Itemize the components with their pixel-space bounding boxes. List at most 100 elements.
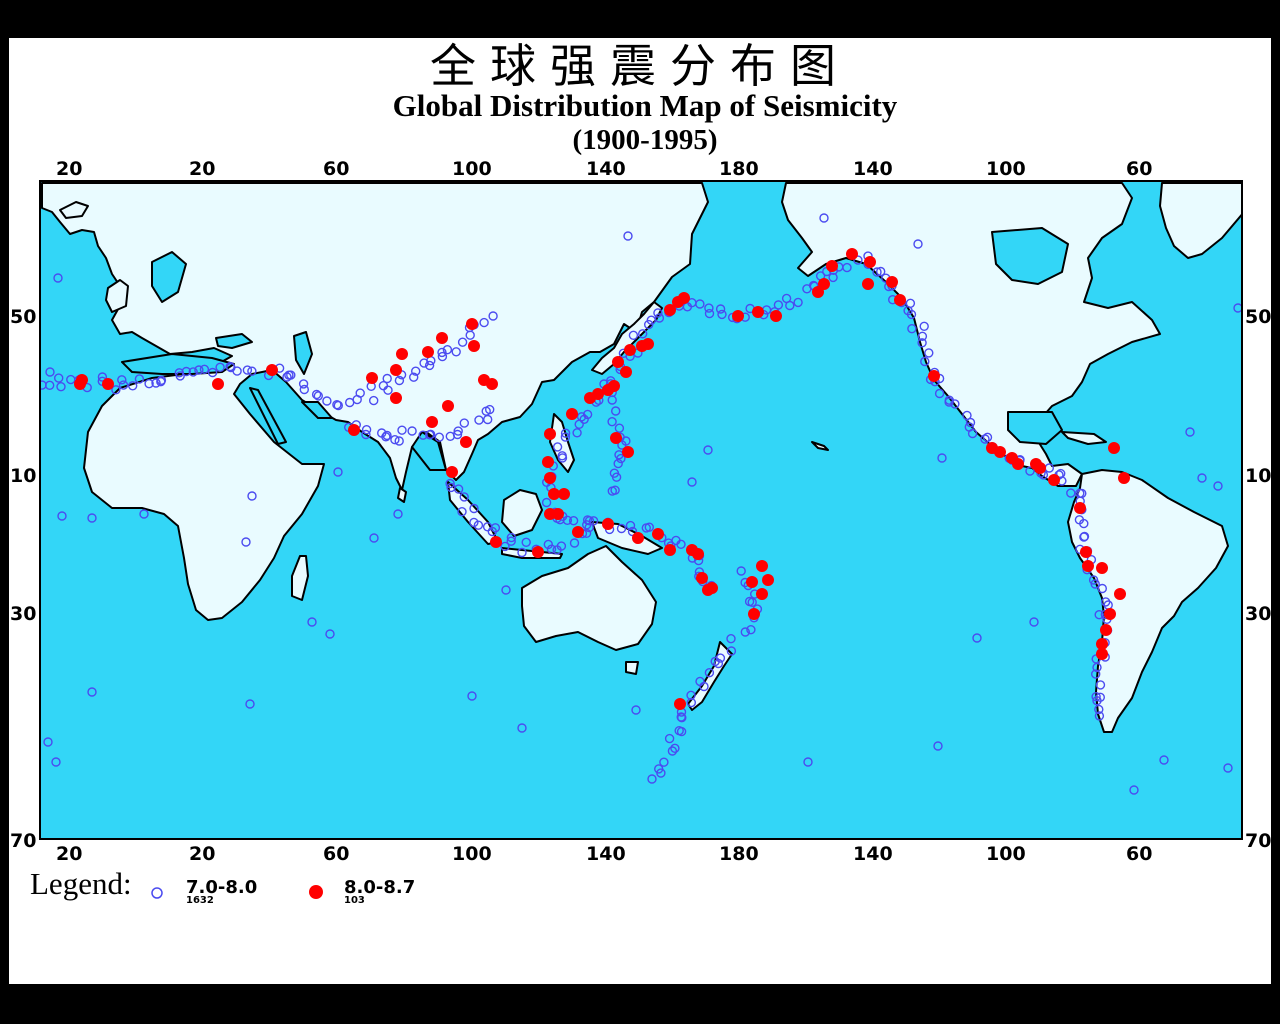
- title-chinese: 全球强震分布图: [430, 39, 850, 93]
- major-quake-marker: [548, 488, 560, 500]
- minor-quake-marker: [383, 385, 393, 395]
- minor-quake-marker: [487, 526, 497, 537]
- minor-quake-marker: [676, 712, 686, 722]
- minor-quake-marker: [541, 497, 552, 508]
- water-bodies: [121, 227, 1069, 471]
- minor-quake-marker: [1092, 696, 1102, 706]
- minor-quake-marker: [641, 523, 651, 533]
- minor-quake-marker: [111, 385, 121, 395]
- minor-quake-marker: [194, 365, 204, 375]
- baltic-sea: [151, 251, 187, 303]
- minor-quake-marker: [361, 425, 372, 435]
- minor-quake-marker: [653, 308, 663, 318]
- major-quake-marker: [542, 456, 554, 468]
- major-quake-marker: [624, 344, 636, 356]
- minor-quake-marker: [699, 681, 709, 692]
- title-english: Global Distribution Map of Seismicity: [392, 88, 898, 123]
- major-quake-marker: [602, 518, 614, 530]
- minor-quake-marker: [611, 406, 621, 416]
- major-quake-marker: [396, 348, 408, 360]
- minor-quake-marker: [1129, 785, 1139, 795]
- minor-quake-marker: [451, 347, 461, 357]
- left-tick: 70: [10, 830, 37, 852]
- landmass-australia: [521, 545, 657, 651]
- minor-quake-marker: [715, 304, 726, 314]
- minor-quake-marker: [352, 394, 362, 405]
- major-quake-marker: [642, 338, 654, 350]
- minor-quake-marker: [225, 361, 235, 372]
- minor-quake-marker: [1159, 755, 1169, 765]
- major-quake-marker: [994, 446, 1006, 458]
- left-tick: 10: [10, 465, 37, 487]
- minor-quake-marker: [1213, 481, 1223, 491]
- minor-quake-marker: [245, 699, 255, 709]
- top-tick: 100: [986, 158, 1026, 180]
- minor-quake-marker: [457, 337, 468, 347]
- minor-quake-marker: [686, 697, 696, 708]
- landmass-cuba: [1061, 431, 1107, 445]
- minor-quake-marker: [500, 541, 510, 552]
- minor-quake-marker: [394, 375, 405, 386]
- legend-range-minor: 7.0-8.0: [186, 877, 258, 898]
- minor-quake-marker: [924, 348, 934, 358]
- minor-quake-marker: [934, 388, 945, 399]
- major-quake-marker: [442, 400, 454, 412]
- minor-quake-marker: [56, 382, 66, 392]
- minor-quake-marker: [582, 515, 593, 525]
- minor-quake-marker: [659, 757, 669, 767]
- major-quake-marker: [818, 278, 830, 290]
- right-tick: 50: [1245, 306, 1272, 328]
- landmass-iceland: [59, 201, 89, 219]
- major-quake-marker: [846, 248, 858, 260]
- minor-quake-marker: [703, 445, 713, 455]
- minor-quake-marker: [616, 523, 627, 534]
- minor-quake-marker: [506, 532, 517, 543]
- minor-quake-marker: [1029, 617, 1039, 627]
- major-quake-marker: [544, 428, 556, 440]
- top-tick: 60: [323, 158, 350, 180]
- minor-quake-marker: [557, 453, 568, 463]
- minor-quake-marker: [704, 308, 715, 319]
- minor-quake-marker: [614, 423, 625, 433]
- minor-quake-marker: [51, 757, 61, 767]
- major-quake-marker: [664, 544, 676, 556]
- minor-quake-marker: [623, 231, 633, 241]
- minor-quake-marker: [625, 520, 636, 531]
- minor-quake-marker: [467, 691, 477, 701]
- minor-quake-marker: [907, 324, 917, 334]
- major-quake-marker: [610, 432, 622, 444]
- major-quake-marker: [886, 276, 898, 288]
- minor-quake-marker: [188, 367, 198, 377]
- minor-quake-marker: [425, 430, 435, 440]
- minor-quake-marker: [919, 321, 929, 331]
- minor-quake-marker: [1094, 704, 1104, 715]
- major-quake-marker: [762, 574, 774, 586]
- minor-quake-marker: [437, 347, 447, 358]
- minor-quake-marker: [474, 415, 484, 425]
- major-quake-marker: [1082, 560, 1094, 572]
- minor-quake-marker: [397, 425, 407, 435]
- bottom-tick: 60: [1126, 843, 1153, 865]
- bottom-tick: 20: [189, 843, 216, 865]
- minor-quake-marker: [181, 366, 192, 377]
- minor-quake-marker: [611, 472, 622, 482]
- minor-quake-marker: [644, 319, 654, 330]
- minor-quake-marker: [382, 373, 392, 384]
- major-quake-marker: [486, 378, 498, 390]
- major-quake-marker: [622, 446, 634, 458]
- minor-quake-marker: [411, 366, 421, 376]
- minor-quake-marker: [588, 516, 599, 526]
- minor-quake-marker: [382, 430, 392, 441]
- minor-quake-marker: [325, 629, 335, 639]
- landmass-japan: [591, 301, 663, 375]
- major-quake-marker: [436, 332, 448, 344]
- minor-quake-marker: [407, 426, 417, 436]
- major-quake-marker: [1096, 562, 1108, 574]
- minor-quake-marker: [54, 373, 64, 383]
- minor-quake-marker: [631, 705, 641, 715]
- major-quake-marker: [1114, 588, 1126, 600]
- minor-quake-marker: [424, 360, 435, 371]
- major-quake-marker: [862, 278, 874, 290]
- minor-quake-marker: [781, 293, 792, 304]
- minor-quake-marker: [139, 509, 149, 519]
